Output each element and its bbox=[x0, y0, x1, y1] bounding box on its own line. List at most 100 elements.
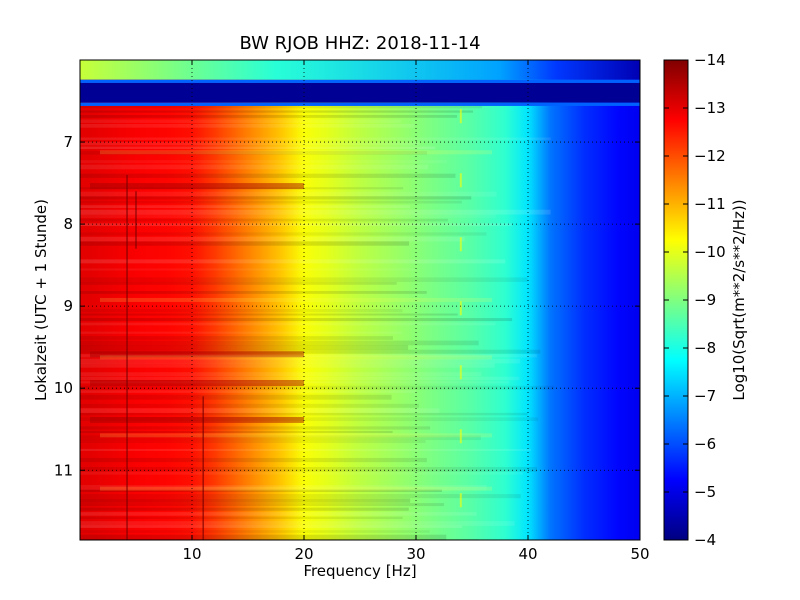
loud-row bbox=[90, 416, 304, 423]
spectral-stripe-dark bbox=[80, 507, 409, 511]
spectral-stripe-dark bbox=[80, 196, 472, 200]
spectral-stripe-dark bbox=[80, 530, 430, 533]
spectral-stripe-light bbox=[80, 525, 463, 528]
spectral-stripe-light bbox=[80, 160, 448, 164]
spectral-stripe-dark bbox=[80, 516, 403, 520]
spectral-stripe-light bbox=[80, 521, 515, 526]
spectral-stripe-light bbox=[80, 191, 497, 197]
spectral-stripe-dark bbox=[80, 277, 528, 282]
spectral-stripe-light bbox=[80, 485, 487, 490]
plot-frame bbox=[79, 59, 641, 541]
spectral-stripe-dark bbox=[80, 218, 449, 222]
x-tick-label: 10 bbox=[182, 545, 201, 563]
spectral-stripe-dark bbox=[80, 466, 537, 472]
colorbar-tick-label: −5 bbox=[694, 483, 716, 501]
spectral-stripe-dark bbox=[80, 114, 458, 118]
x-axis-ticks: 10 20 30 40 50 bbox=[182, 60, 650, 563]
spectral-stripe-dark bbox=[80, 412, 528, 416]
spectral-stripe-light bbox=[80, 124, 415, 128]
colorbar-tick-label: −13 bbox=[694, 99, 726, 117]
line-feature-layer bbox=[126, 109, 462, 540]
colorbar-tick-label: −7 bbox=[694, 387, 716, 405]
y-axis-label: Lokalzeit (UTC + 1 Stunde) bbox=[32, 199, 50, 401]
colorbar-tick-label: −10 bbox=[694, 243, 726, 261]
spectral-stripe-light bbox=[80, 164, 429, 170]
spectral-stripe-dark bbox=[80, 430, 393, 434]
spectral-stripe-dark bbox=[80, 173, 456, 178]
colorbar-tick-label: −6 bbox=[694, 435, 716, 453]
spectral-stripe-dark bbox=[80, 200, 462, 204]
low-level-band bbox=[80, 60, 640, 80]
colorbar-tick-label: −9 bbox=[694, 291, 716, 309]
spectral-stripe-dark bbox=[80, 232, 487, 236]
spectral-stripe-dark bbox=[80, 385, 555, 390]
spectral-stripe-dark bbox=[80, 318, 513, 322]
chart-title: BW RJOB HHZ: 2018-11-14 bbox=[239, 33, 480, 54]
spectral-stripe-dark bbox=[80, 105, 483, 109]
band-layer bbox=[80, 60, 640, 106]
spectral-stripe-dark bbox=[80, 309, 403, 313]
x-tick-label: 40 bbox=[518, 545, 537, 563]
spectral-stripe-dark bbox=[80, 457, 427, 463]
spectral-stripe-dark bbox=[80, 435, 481, 441]
spectral-stripe-light bbox=[80, 142, 420, 146]
spectral-stripe-dark bbox=[80, 494, 521, 499]
spectral-stripe-dark bbox=[80, 394, 392, 400]
spectral-stripe-light bbox=[80, 372, 482, 377]
spectral-stripe-dark bbox=[80, 110, 474, 113]
x-tick-label: 30 bbox=[406, 545, 425, 563]
loud-row bbox=[90, 351, 304, 358]
x-axis-label: Frequency [Hz] bbox=[303, 562, 416, 580]
spectral-stripe-dark bbox=[80, 439, 426, 444]
spectral-stripe-light bbox=[80, 390, 417, 393]
gap-band bbox=[80, 79, 640, 83]
spectral-stripe-dark bbox=[80, 336, 393, 340]
spectrogram-base bbox=[80, 60, 640, 540]
y-tick-label: 7 bbox=[63, 133, 73, 151]
spectral-stripe-dark bbox=[80, 426, 431, 430]
quiet-row bbox=[100, 297, 492, 302]
row-layer bbox=[80, 105, 555, 540]
spectral-stripe-light bbox=[80, 408, 440, 414]
gap-band bbox=[80, 102, 640, 106]
spectral-stripe-dark bbox=[80, 345, 409, 350]
spectral-stripe-light bbox=[80, 354, 537, 358]
x-tick-label: 20 bbox=[294, 545, 313, 563]
spectral-stripe-dark bbox=[80, 417, 539, 422]
spectral-stripe-dark bbox=[80, 281, 397, 285]
spectral-stripe-light bbox=[80, 376, 520, 381]
spectral-stripe-dark bbox=[80, 313, 458, 316]
spectral-stripe-dark bbox=[80, 403, 419, 408]
y-tick-label: 10 bbox=[54, 379, 73, 397]
spectral-stripe-dark bbox=[80, 340, 479, 346]
spectral-stripe-light bbox=[80, 358, 521, 364]
gap-band bbox=[80, 82, 640, 103]
spectral-stripe-light bbox=[80, 471, 523, 475]
y-axis-ticks: 7 8 9 10 11 bbox=[54, 133, 640, 479]
colorbar-ticks: −4 −5 −6 −7 −8 −9 −10 −11 −12 −13 −14 bbox=[664, 51, 726, 549]
quiet-row bbox=[100, 355, 492, 360]
spectral-stripe-dark bbox=[80, 498, 411, 503]
spectral-stripe-light bbox=[80, 223, 512, 227]
spectral-stripe-light bbox=[80, 214, 496, 218]
y-tick-label: 8 bbox=[63, 215, 73, 233]
spectral-stripe-dark bbox=[80, 503, 445, 507]
spectral-stripe-light bbox=[80, 363, 495, 368]
spectral-stripe-dark bbox=[80, 534, 447, 540]
spectral-stripe-light bbox=[80, 146, 436, 150]
colorbar-tick-label: −4 bbox=[694, 531, 716, 549]
spectral-stripe-light bbox=[80, 236, 465, 242]
spectral-stripe-light bbox=[80, 512, 477, 516]
loud-row bbox=[90, 183, 304, 190]
x-tick-label: 50 bbox=[630, 545, 649, 563]
quiet-row bbox=[100, 150, 492, 155]
spectral-stripe-light bbox=[80, 259, 506, 264]
grid-layer bbox=[80, 60, 640, 540]
spectral-stripe-light bbox=[80, 331, 402, 334]
spectral-stripe-dark bbox=[80, 241, 410, 246]
colorbar-tick-label: −11 bbox=[694, 195, 726, 213]
spectral-stripe-dark bbox=[80, 290, 427, 294]
spectral-stripe-dark bbox=[80, 349, 541, 354]
spectral-stripe-light bbox=[80, 268, 417, 271]
